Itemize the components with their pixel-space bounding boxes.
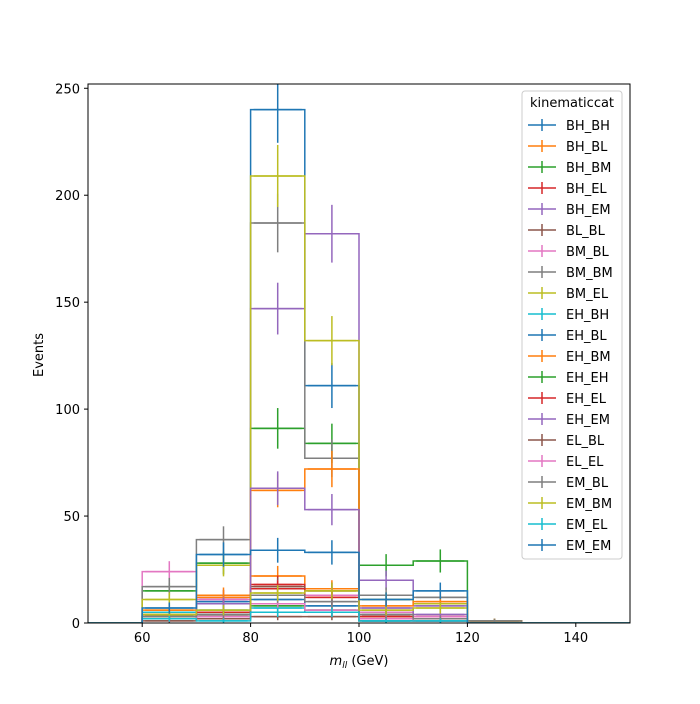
- legend-item-EH_EM: EH_EM: [528, 413, 610, 428]
- y-tick-label: 100: [55, 403, 80, 418]
- legend-item-EL_EL: EL_EL: [528, 455, 604, 470]
- legend-label: EH_BH: [566, 308, 609, 323]
- legend-item-EM_BM: EM_BM: [528, 497, 612, 512]
- x-axis-label-sub: ll: [342, 661, 348, 671]
- legend-label: BH_EL: [566, 182, 607, 197]
- legend-label: BH_BH: [566, 119, 610, 134]
- legend-label: BM_BM: [566, 266, 613, 281]
- legend-item-EM_EM: EM_EM: [528, 539, 611, 554]
- x-axis-label-main: m: [330, 654, 343, 669]
- y-tick-label: 200: [55, 189, 80, 204]
- legend-item-BH_BH: BH_BH: [528, 119, 610, 134]
- legend-item-BL_BL: BL_BL: [528, 224, 606, 239]
- legend-item-EH_EH: EH_EH: [528, 371, 608, 386]
- legend-item-EH_EL: EH_EL: [528, 392, 607, 407]
- x-tick-label: 140: [563, 631, 588, 646]
- x-axis-label-unit: (GeV): [347, 654, 388, 669]
- legend-item-BM_EL: BM_EL: [528, 287, 609, 302]
- legend-label: EM_EL: [566, 518, 608, 533]
- x-tick-label: 120: [455, 631, 480, 646]
- legend-item-EH_BM: EH_BM: [528, 350, 611, 365]
- legend-label: EH_EM: [566, 413, 610, 428]
- legend-label: EM_BM: [566, 497, 612, 512]
- legend-label: EM_BL: [566, 476, 609, 491]
- x-tick-label: 100: [347, 631, 372, 646]
- legend-label: EH_BM: [566, 350, 611, 365]
- series-EM_EM: [88, 537, 630, 623]
- legend-label: BL_BL: [566, 224, 606, 239]
- legend-label: BH_BM: [566, 161, 611, 176]
- legend-item-BH_EM: BH_EM: [528, 203, 611, 218]
- x-tick-label: 80: [242, 631, 259, 646]
- legend-title: kinematiccat: [530, 96, 614, 111]
- legend-label: EL_EL: [566, 455, 604, 470]
- legend: kinematiccat BH_BH BH_BL BH_BM BH_EL BH_EM BL…: [521, 90, 623, 560]
- plot-area: [88, 84, 630, 623]
- legend-item-EL_BL: EL_BL: [528, 434, 605, 449]
- legend-box: [521, 90, 623, 560]
- legend-item-EH_BH: EH_BH: [528, 308, 609, 323]
- legend-item-EM_BL: EM_BL: [528, 476, 609, 491]
- y-axis-label: Events: [32, 333, 47, 377]
- legend-label: EH_EH: [566, 371, 608, 386]
- legend-item-BH_BM: BH_BM: [528, 161, 611, 176]
- legend-label: EH_EL: [566, 392, 607, 407]
- y-tick-label: 150: [55, 296, 80, 311]
- legend-item-BM_BL: BM_BL: [528, 245, 610, 260]
- legend-label: BH_EM: [566, 203, 611, 218]
- x-axis-label: mll (GeV): [330, 654, 389, 671]
- legend-item-EH_BL: EH_BL: [528, 329, 607, 344]
- legend-items: BH_BH BH_BL BH_BM BH_EL BH_EM BL_BL BM_BL BM_BM…: [528, 119, 613, 554]
- legend-label: BM_BL: [566, 245, 610, 260]
- y-tick-label: 250: [55, 82, 80, 97]
- legend-label: EH_BL: [566, 329, 607, 344]
- legend-label: EL_BL: [566, 434, 605, 449]
- legend-label: EM_EM: [566, 539, 611, 554]
- y-axis: 0 50 100 150 200 250: [55, 82, 88, 632]
- x-axis: 60 80 100 120 140: [134, 623, 588, 646]
- legend-label: BM_EL: [566, 287, 609, 302]
- legend-item-BM_BM: BM_BM: [528, 266, 613, 281]
- legend-label: BH_BL: [566, 140, 608, 155]
- y-tick-label: 50: [63, 510, 80, 525]
- y-tick-label: 0: [72, 617, 80, 632]
- legend-item-BH_BL: BH_BL: [528, 140, 608, 155]
- x-tick-label: 60: [134, 631, 151, 646]
- legend-item-EM_EL: EM_EL: [528, 518, 608, 533]
- legend-item-BH_EL: BH_EL: [528, 182, 607, 197]
